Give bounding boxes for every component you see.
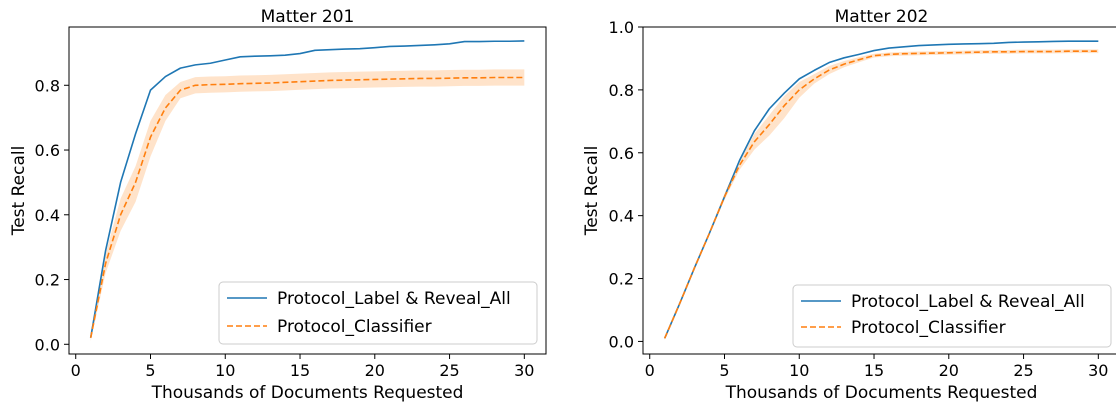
- confidence-band-protocol-classifier: [664, 49, 1099, 340]
- series-layer: [663, 40, 1099, 339]
- chart-panel-matter-202: Matter 202 0 5 10 15 20 25 30 0.0 0.2 0.4 0.6 0.8 1.…: [582, 7, 1116, 402]
- x-tick-label: 30: [514, 361, 534, 380]
- x-tick-label: 20: [365, 361, 385, 380]
- plot-frame: [68, 26, 547, 355]
- y-tick-label: 0.4: [35, 206, 60, 225]
- tick-layer: 0 5 10 15 20 25 30 0.0 0.2 0.4 0.6 0.8: [35, 76, 535, 380]
- legend-box: [218, 281, 538, 345]
- legend-label-classifier: Protocol_Classifier: [851, 318, 1006, 338]
- legend-label-label-reveal-all: Protocol_Label & Reveal_All: [277, 289, 511, 309]
- y-tick-label: 0.6: [35, 141, 60, 160]
- legend-box: [792, 284, 1112, 348]
- y-tick-label: 0.8: [35, 76, 60, 95]
- confidence-band-layer: [664, 49, 1099, 340]
- y-tick-label: 0.6: [609, 144, 634, 163]
- y-axis-label: Test Recall: [582, 146, 602, 237]
- x-tick-label: 25: [1013, 361, 1033, 380]
- series-layer: [89, 40, 525, 338]
- x-tick-label: 0: [71, 361, 81, 380]
- chart-title: Matter 201: [261, 7, 355, 27]
- x-tick-label: 20: [939, 361, 959, 380]
- chart-panel-matter-201: Matter 201 0 5 10 15 20 25 30 0.0 0.2 0.4 0.6 0.8 T…: [9, 7, 547, 402]
- y-tick-label: 0.2: [35, 271, 60, 290]
- x-tick-label: 10: [789, 361, 809, 380]
- y-axis-label: Test Recall: [9, 146, 29, 237]
- x-tick-label: 5: [145, 361, 155, 380]
- x-tick-label: 5: [719, 361, 729, 380]
- series-line-protocol-label-reveal-all: [89, 40, 525, 338]
- legend: Protocol_Label & Reveal_All Protocol_Cla…: [218, 281, 538, 345]
- x-tick-label: 25: [439, 361, 459, 380]
- x-tick-label: 0: [645, 361, 655, 380]
- series-line-protocol-label-reveal-all: [663, 40, 1099, 339]
- tick-layer: 0 5 10 15 20 25 30 0.0 0.2 0.4 0.6 0.8 1.0: [609, 18, 1109, 380]
- plot-frame: [642, 26, 1116, 355]
- x-tick-label: 10: [215, 361, 235, 380]
- y-tick-label: 1.0: [609, 18, 634, 37]
- legend-label-label-reveal-all: Protocol_Label & Reveal_All: [851, 292, 1085, 312]
- x-axis-label: Thousands of Documents Requested: [725, 383, 1038, 402]
- y-tick-label: 0.2: [609, 270, 634, 289]
- series-line-protocol-classifier: [663, 50, 1099, 339]
- x-axis-label: Thousands of Documents Requested: [151, 383, 464, 402]
- chart-title: Matter 202: [835, 7, 929, 27]
- y-tick-label: 0.4: [609, 207, 634, 226]
- x-tick-label: 15: [864, 361, 884, 380]
- legend: Protocol_Label & Reveal_All Protocol_Cla…: [792, 284, 1112, 348]
- legend-label-classifier: Protocol_Classifier: [277, 317, 432, 337]
- x-tick-label: 30: [1088, 361, 1108, 380]
- y-tick-label: 0.0: [35, 335, 60, 354]
- x-tick-label: 15: [290, 361, 310, 380]
- series-line-protocol-classifier: [89, 76, 525, 338]
- y-tick-label: 0.0: [609, 332, 634, 351]
- y-tick-label: 0.8: [609, 81, 634, 100]
